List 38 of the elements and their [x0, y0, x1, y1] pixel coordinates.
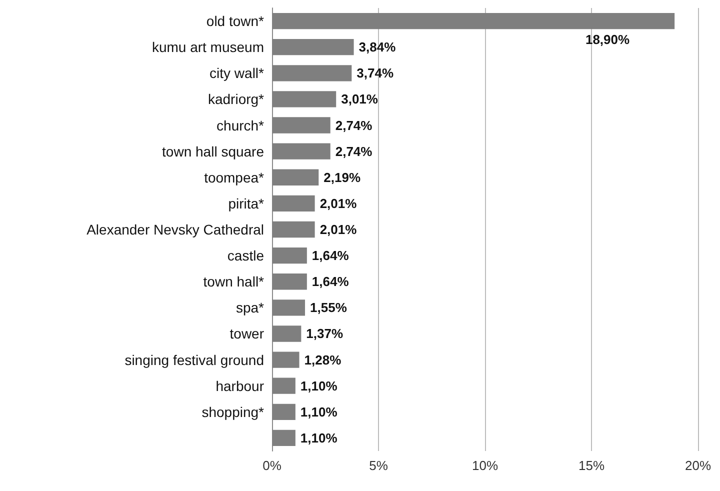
y-tick-label: kadriorg*	[208, 91, 265, 108]
data-label: 3,84%	[358, 40, 396, 55]
y-tick-label: town hall square	[162, 143, 264, 160]
data-label: 2,19%	[324, 170, 361, 185]
y-tick-label: tower	[230, 326, 264, 342]
data-label: 1,37%	[306, 326, 344, 342]
data-label: 3,74%	[356, 66, 394, 81]
data-label: 2,01%	[320, 222, 358, 237]
data-label: 1,64%	[312, 248, 350, 264]
y-tick-label: town hall*	[203, 274, 265, 290]
y-tick-label: pirita*	[228, 195, 265, 212]
data-label: 18,90%	[585, 32, 630, 48]
y-tick-label: shopping*	[202, 404, 265, 420]
y-tick-label: city wall*	[210, 65, 265, 82]
x-tick-label: 15%	[578, 458, 605, 473]
data-label: 2,01%	[320, 196, 358, 211]
data-label: 1,10%	[300, 430, 338, 446]
y-tick-label: singing festival ground	[124, 352, 264, 368]
y-tick-label: Alexander Nevsky Cathedral	[86, 222, 264, 238]
y-tick-label: spa*	[236, 300, 265, 316]
data-label: 1,64%	[312, 274, 350, 290]
data-label: 1,55%	[310, 300, 348, 316]
x-tick-label: 5%	[369, 458, 388, 473]
y-tick-label: church*	[216, 117, 265, 134]
data-label: 2,74%	[335, 144, 373, 159]
data-label: 1,28%	[304, 352, 342, 368]
y-tick-label: castle	[227, 248, 264, 264]
data-label: 1,10%	[300, 404, 338, 420]
data-label: 1,10%	[300, 378, 338, 394]
y-tick-label: old town*	[206, 13, 265, 30]
y-tick-label: harbour	[216, 378, 264, 394]
y-tick-label: toompea*	[204, 169, 265, 186]
x-tick-label: 20%	[684, 458, 712, 473]
x-tick-label: 10%	[472, 458, 498, 473]
x-tick-label: 0%	[262, 458, 282, 473]
data-label: 2,74%	[335, 118, 373, 133]
y-tick-label: kumu art museum	[152, 39, 264, 56]
data-label: 3,01%	[341, 92, 378, 107]
